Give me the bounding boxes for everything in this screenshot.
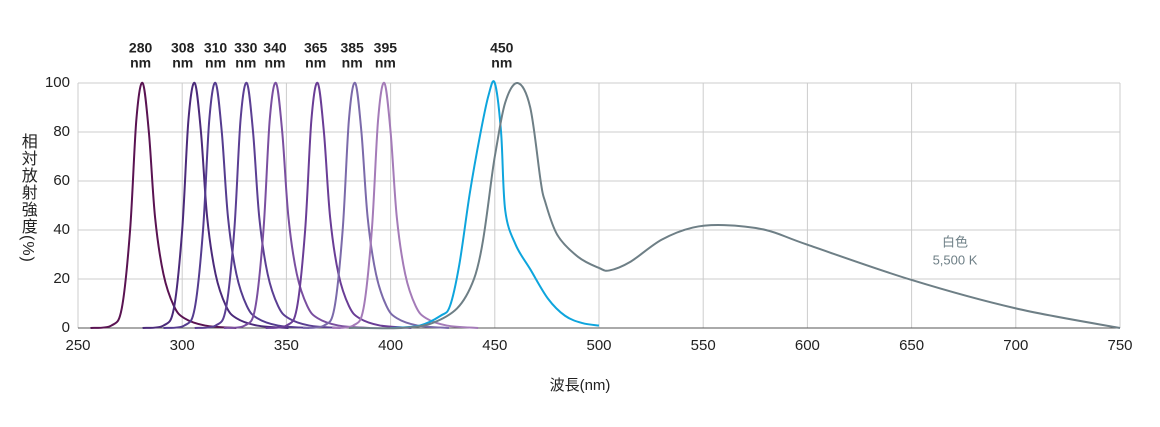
x-tick-label: 750 <box>1107 337 1132 354</box>
y-tick-label: 0 <box>62 319 70 336</box>
annotation: 白色 <box>942 234 968 249</box>
legend-unit: nm <box>375 55 396 71</box>
y-tick-label: 100 <box>45 74 70 91</box>
legend-unit: nm <box>205 55 226 71</box>
x-tick-label: 700 <box>1003 337 1028 354</box>
legend-unit: nm <box>130 55 151 71</box>
legend-label: 395 <box>374 40 398 56</box>
series-line <box>332 81 479 329</box>
legend-label: 450 <box>490 40 514 56</box>
legend-label: 330 <box>234 40 258 56</box>
series-line <box>390 80 600 329</box>
series-line <box>194 81 341 329</box>
x-tick-label: 450 <box>482 337 507 354</box>
legend-unit: nm <box>264 55 285 71</box>
legend-unit: nm <box>491 55 512 71</box>
legend-unit: nm <box>172 55 193 71</box>
legend-unit: nm <box>342 55 363 71</box>
x-tick-label: 500 <box>586 337 611 354</box>
y-tick-label: 60 <box>53 172 70 189</box>
x-tick-label: 350 <box>274 337 299 354</box>
y-tick-label: 20 <box>53 270 70 287</box>
legend-label: 280 <box>129 40 153 56</box>
x-tick-label: 300 <box>170 337 195 354</box>
legend-label: 308 <box>171 40 195 56</box>
series-line <box>142 81 289 329</box>
x-tick-label: 650 <box>899 337 924 354</box>
legend-unit: nm <box>305 55 326 71</box>
x-tick-label: 400 <box>378 337 403 354</box>
series-line <box>163 81 310 329</box>
series-line <box>348 81 1121 330</box>
x-axis-label: 波長(nm) <box>550 377 611 394</box>
annotation: 5,500 K <box>933 252 978 267</box>
series-line <box>223 81 370 329</box>
y-tick-label: 40 <box>53 221 70 238</box>
series-line <box>90 81 237 329</box>
x-tick-label: 550 <box>691 337 716 354</box>
legend-label: 340 <box>263 40 287 56</box>
y-axis-label: 相対放射強度(%) <box>19 133 38 263</box>
legend-label: 365 <box>304 40 328 56</box>
y-tick-label: 80 <box>53 123 70 140</box>
legend-label: 385 <box>340 40 364 56</box>
series-line <box>265 81 412 329</box>
series-line <box>302 81 450 329</box>
x-tick-label: 600 <box>795 337 820 354</box>
legend-unit: nm <box>235 55 256 71</box>
legend-label: 310 <box>204 40 228 56</box>
x-tick-label: 250 <box>65 337 90 354</box>
